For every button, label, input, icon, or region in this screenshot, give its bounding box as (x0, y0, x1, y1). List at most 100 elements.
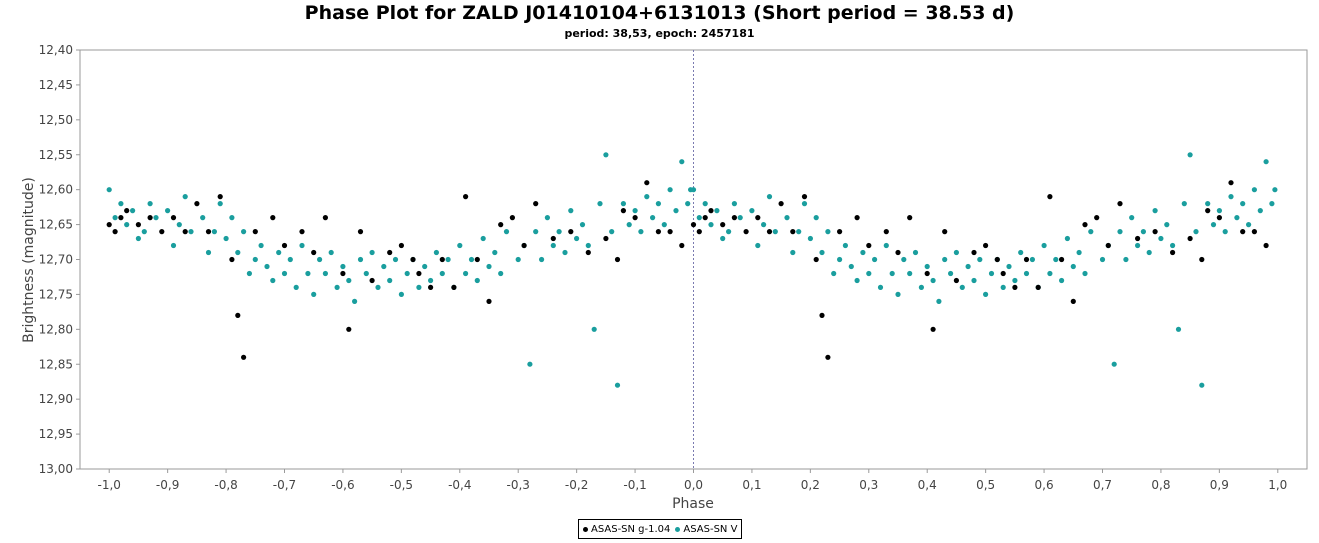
x-tick-label: 0,7 (1093, 478, 1112, 492)
point-v (287, 256, 293, 263)
point-g (357, 229, 364, 235)
y-tick-label: 12,40 (39, 43, 73, 57)
point-g (866, 242, 872, 249)
point-v (1082, 270, 1088, 277)
point-v (655, 201, 662, 207)
point-v (1023, 270, 1030, 277)
point-v (1041, 242, 1047, 249)
point-v (1158, 235, 1164, 242)
point-v (170, 242, 177, 249)
point-g (924, 270, 930, 277)
point-v (912, 249, 919, 256)
y-axis: 12,40 12,45 12,50 12,55 12,60 12,65 12,70 12,75… (39, 43, 80, 476)
point-v (568, 208, 574, 214)
point-v (141, 229, 147, 235)
point-v (1210, 222, 1217, 228)
point-v (854, 277, 860, 284)
point-g (299, 229, 305, 235)
point-v (632, 208, 638, 214)
point-g (340, 270, 346, 277)
point-v (942, 256, 948, 263)
point-v (574, 235, 580, 242)
point-v (1228, 194, 1234, 200)
legend-dot-g (583, 526, 588, 532)
point-g (398, 242, 404, 249)
point-v (153, 215, 159, 221)
point-v (1164, 222, 1170, 228)
point-v (1263, 159, 1269, 165)
point-v (638, 229, 644, 235)
point-g (474, 256, 480, 263)
point-v (801, 201, 808, 207)
legend-label-g: ASAS-SN g-1.04 (591, 523, 671, 535)
point-v (246, 270, 252, 277)
point-g (410, 256, 416, 263)
point-v (1012, 277, 1018, 284)
point-v (1059, 277, 1065, 284)
point-v (346, 277, 352, 284)
point-v (1216, 208, 1222, 214)
y-tick-label: 12,85 (39, 357, 73, 371)
point-v (223, 235, 229, 242)
point-g (1251, 229, 1257, 235)
point-g (720, 222, 726, 228)
point-v (731, 201, 738, 207)
point-v (311, 291, 317, 297)
point-v (971, 277, 977, 284)
point-v (1064, 235, 1070, 242)
point-v (527, 361, 533, 367)
point-v (229, 215, 235, 221)
x-tick-label: -0,9 (156, 478, 179, 492)
point-g (311, 249, 317, 256)
legend-label-v: ASAS-SN V (683, 523, 738, 535)
chart-subtitle: period: 38,53, epoch: 2457181 (564, 27, 755, 40)
point-g (766, 229, 773, 235)
point-g (614, 256, 621, 263)
point-v (130, 208, 136, 214)
point-v (714, 208, 720, 214)
point-v (1193, 229, 1199, 235)
point-v (334, 284, 340, 290)
point-g (1135, 235, 1141, 242)
point-g (135, 222, 141, 228)
point-v (772, 229, 778, 235)
point-v (1029, 256, 1035, 263)
legend-item-v: ASAS-SN V (675, 524, 737, 535)
point-v (165, 208, 171, 214)
point-g (1152, 229, 1158, 235)
point-g (883, 229, 889, 235)
point-g (1059, 256, 1065, 263)
point-v (135, 235, 141, 242)
point-v (1170, 242, 1176, 249)
x-tick-label: -0,2 (565, 478, 588, 492)
point-v (1272, 187, 1278, 193)
point-v (328, 249, 334, 256)
point-v (200, 215, 206, 221)
point-g (498, 222, 504, 228)
legend-item-g: ASAS-SN g-1.04 (583, 524, 670, 535)
x-tick-label: 0,8 (1151, 478, 1170, 492)
point-v (503, 229, 510, 235)
point-v (1146, 249, 1152, 256)
point-v (317, 256, 323, 263)
data-points (106, 152, 1278, 388)
point-g (1012, 284, 1018, 290)
point-g (416, 270, 422, 277)
point-v (813, 215, 819, 221)
point-g (679, 242, 685, 249)
point-v (965, 263, 971, 270)
point-g (439, 256, 445, 263)
point-v (112, 215, 118, 221)
x-axis-label: Phase (672, 496, 714, 512)
point-v (1234, 215, 1240, 221)
x-tick-label: -1,0 (98, 478, 121, 492)
point-v (352, 298, 358, 304)
point-v (188, 229, 194, 235)
x-tick-label: 0,1 (742, 478, 761, 492)
point-v (539, 256, 545, 263)
point-g (708, 208, 714, 214)
point-v (433, 249, 439, 256)
y-tick-label: 12,65 (39, 218, 73, 232)
y-tick-label: 12,50 (39, 113, 73, 127)
point-v (603, 152, 609, 158)
